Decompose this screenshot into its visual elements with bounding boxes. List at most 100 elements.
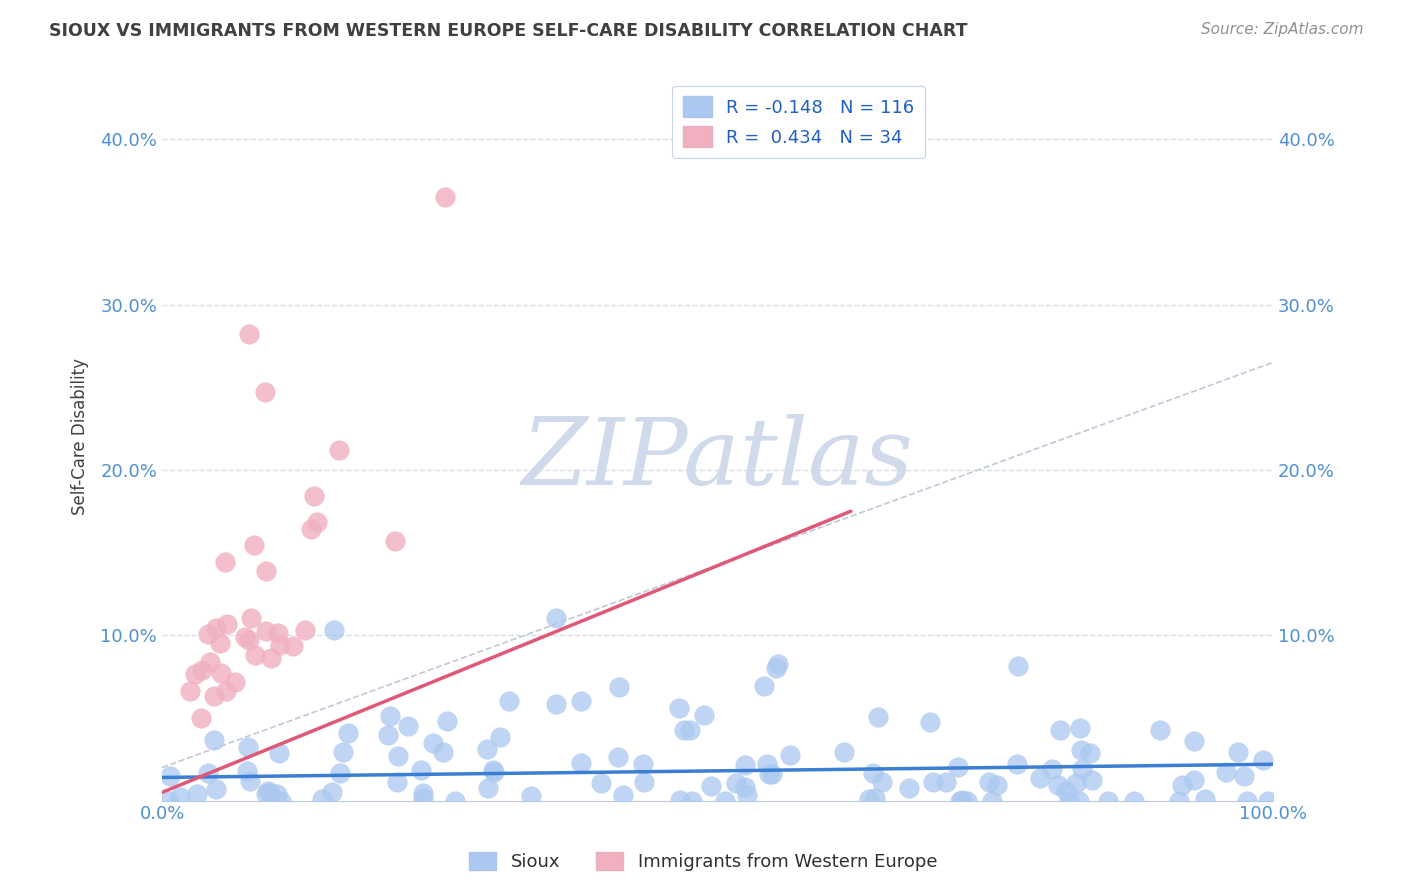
Point [434,190,457,204]
Legend: R = -0.148   N = 116, R =  0.434   N = 34: R = -0.148 N = 116, R = 0.434 N = 34 [672,86,925,158]
Point [444,794,467,808]
Point [631,756,654,771]
Point [591,776,613,790]
Point [302,489,325,503]
Text: SIOUX VS IMMIGRANTS FROM WESTERN EUROPE SELF-CARE DISABILITY CORRELATION CHART: SIOUX VS IMMIGRANTS FROM WESTERN EUROPE … [49,22,967,40]
Point [256,784,278,798]
Point [191,664,214,678]
Point [259,786,281,800]
Point [254,384,277,399]
Point [1040,762,1063,776]
Point [1007,757,1029,772]
Point [569,694,592,708]
Point [606,750,628,764]
Point [238,326,260,341]
Point [1081,773,1104,788]
Point [1078,746,1101,760]
Point [412,791,434,805]
Point [612,788,634,802]
Point [832,745,855,759]
Point [184,666,207,681]
Point [980,794,1002,808]
Point [897,780,920,795]
Point [159,769,181,783]
Point [868,710,890,724]
Point [294,624,316,638]
Point [766,657,789,672]
Point [481,763,503,777]
Point [254,787,277,801]
Point [321,785,343,799]
Point [409,763,432,777]
Point [329,765,352,780]
Point [190,711,212,725]
Point [269,639,291,653]
Point [935,774,957,789]
Point [1182,773,1205,788]
Point [197,626,219,640]
Point [215,617,238,632]
Point [259,651,281,665]
Point [986,778,1008,792]
Point [1182,734,1205,748]
Point [1069,721,1091,735]
Point [477,780,499,795]
Point [858,792,880,806]
Point [1215,764,1237,779]
Point [765,661,787,675]
Point [488,731,510,745]
Point [609,681,631,695]
Point [1071,762,1094,776]
Point [432,745,454,759]
Point [870,775,893,789]
Point [1069,794,1091,808]
Point [337,726,360,740]
Point [266,787,288,801]
Point [668,701,690,715]
Point [761,766,783,780]
Point [240,611,263,625]
Point [208,636,231,650]
Point [1149,723,1171,737]
Point [546,611,568,625]
Point [214,555,236,569]
Point [1122,794,1144,808]
Point [307,515,329,529]
Point [918,715,941,730]
Point [1171,778,1194,792]
Legend: Sioux, Immigrants from Western Europe: Sioux, Immigrants from Western Europe [461,845,945,879]
Point [863,791,886,805]
Point [734,758,756,772]
Point [546,698,568,712]
Point [269,746,291,760]
Point [198,655,221,669]
Point [1057,794,1080,808]
Point [571,756,593,771]
Point [380,708,402,723]
Point [633,774,655,789]
Point [673,723,696,738]
Point [186,787,208,801]
Point [949,794,972,808]
Point [238,739,260,754]
Point [157,794,180,808]
Point [1236,794,1258,808]
Point [169,790,191,805]
Point [956,794,979,808]
Point [236,764,259,779]
Point [498,694,520,708]
Point [242,538,264,552]
Point [311,792,333,806]
Point [384,534,406,549]
Point [332,745,354,759]
Point [179,684,201,698]
Point [215,683,238,698]
Point [482,764,505,779]
Point [1070,742,1092,756]
Point [233,630,256,644]
Point [322,623,344,637]
Point [946,760,969,774]
Point [205,782,228,797]
Point [202,689,225,703]
Point [724,775,747,789]
